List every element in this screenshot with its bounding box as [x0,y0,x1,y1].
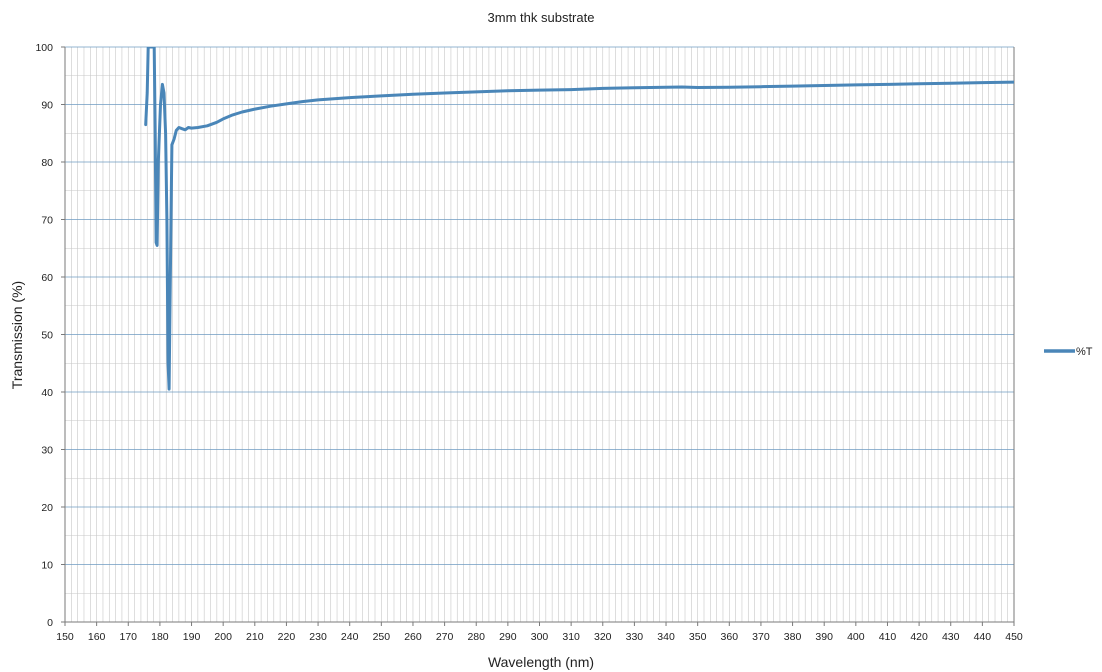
x-tick-label: 440 [974,631,992,643]
y-tick-label: 10 [41,560,53,572]
x-tick-label: 370 [752,631,770,643]
x-tick-label: 430 [942,631,960,643]
x-tick-label: 150 [56,631,74,643]
y-tick-label: 40 [41,387,53,399]
x-tick-label: 320 [594,631,612,643]
x-tick-label: 200 [214,631,232,643]
grid [65,46,1014,622]
x-tick-label: 400 [847,631,865,643]
y-axis-label: Transmission (%) [9,281,25,389]
x-tick-label: 250 [373,631,391,643]
y-tick-label: 0 [47,617,53,629]
y-tick-label: 50 [41,330,53,342]
series-line-t [144,47,1014,391]
x-tick-label: 450 [1005,631,1023,643]
x-tick-label: 290 [499,631,517,643]
x-tick-label: 230 [309,631,327,643]
x-tick-label: 220 [278,631,296,643]
x-tick-label: 410 [879,631,897,643]
y-tick-label: 20 [41,502,53,514]
x-tick-labels: 150 160 170 180 190 200 210 220 230 240 250 260 270 2… [56,631,1023,643]
y-tick-label: 90 [41,100,53,112]
series-lines [144,47,1014,391]
y-tick-label: 30 [41,445,53,457]
x-tick-label: 270 [436,631,454,643]
x-tick-label: 160 [88,631,106,643]
x-tick-label: 390 [815,631,833,643]
x-tick-label: 380 [784,631,802,643]
x-tick-label: 210 [246,631,264,643]
x-tick-label: 360 [721,631,739,643]
y-tick-label: 80 [41,157,53,169]
x-tick-label: 240 [341,631,359,643]
x-tick-label: 310 [562,631,580,643]
y-tick-label: 100 [35,42,53,54]
y-tick-labels: 0 10 20 30 40 50 60 70 80 90 100 [35,42,53,629]
x-tick-label: 420 [910,631,928,643]
x-tick-label: 280 [467,631,485,643]
legend: %T [1044,346,1093,358]
y-tick-label: 60 [41,272,53,284]
x-tick-label: 180 [151,631,169,643]
axes [61,46,1015,626]
x-axis-label: Wavelength (nm) [488,654,594,670]
x-tick-label: 170 [120,631,138,643]
x-tick-label: 330 [626,631,644,643]
x-tick-label: 340 [657,631,675,643]
x-tick-label: 350 [689,631,707,643]
legend-label-t: %T [1076,346,1093,358]
y-tick-label: 70 [41,215,53,227]
x-tick-label: 300 [531,631,549,643]
x-tick-label: 260 [404,631,422,643]
x-tick-label: 190 [183,631,201,643]
chart-title: 3mm thk substrate [488,10,595,25]
